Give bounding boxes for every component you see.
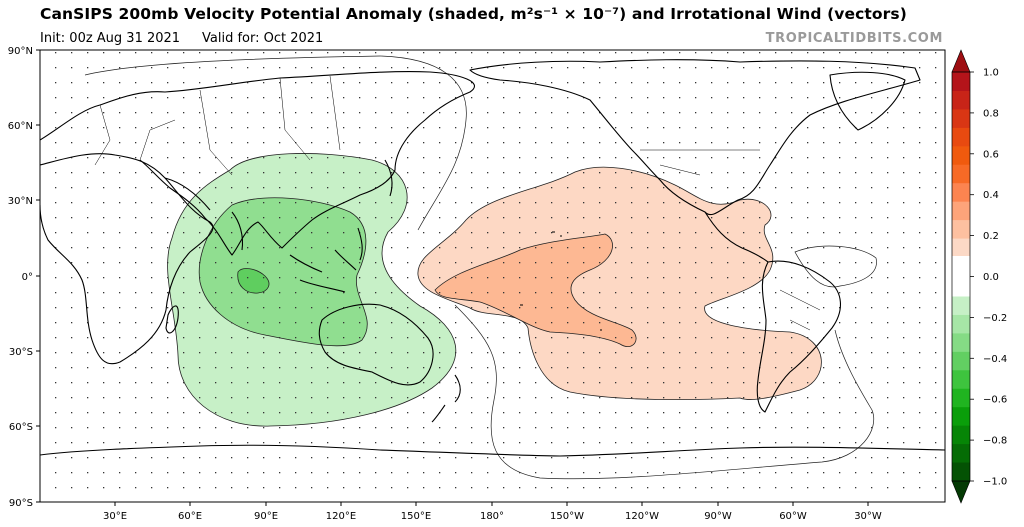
colorbar: 1.0 0.8 0.6 0.4 0.2 0.0 −0.2 −0.4 −0.6 −0.8 −1.0 xyxy=(951,49,1007,504)
lon-label-30w: 30°W xyxy=(854,511,882,522)
coastlines xyxy=(40,59,945,457)
colorbar-tick-label: −0.4 xyxy=(983,354,1007,365)
init-time: Init: 00z Aug 31 2021 xyxy=(40,31,181,46)
colorbar-tick-label: 0.0 xyxy=(983,272,999,283)
lon-label-120e: 120°E xyxy=(326,511,356,522)
colorbar-ticks: 1.0 0.8 0.6 0.4 0.2 0.0 −0.2 −0.4 −0.6 −0.8 −1.0 xyxy=(970,68,1007,488)
lat-label-90n: 90°N xyxy=(8,46,33,57)
colorbar-over-arrow xyxy=(951,49,971,73)
colorbar-tick-label: 0.2 xyxy=(983,231,999,242)
colorbar-negative-segment xyxy=(952,296,970,316)
country-borders xyxy=(94,75,821,331)
colorbar-negative-segment xyxy=(952,333,970,353)
lat-label-60n: 60°N xyxy=(8,121,33,132)
lon-label-90e: 90°E xyxy=(254,511,278,522)
colorbar-positive-segment xyxy=(952,108,970,128)
colorbar-tick-label: 0.6 xyxy=(983,149,999,160)
colorbar-tick-label: −1.0 xyxy=(983,477,1007,488)
colorbar-positive-segment xyxy=(952,164,970,184)
colorbar-negative-segment xyxy=(952,462,970,482)
brand-watermark: TROPICALTIDBITS.COM xyxy=(765,31,943,46)
lon-label-30e: 30°E xyxy=(103,511,127,522)
colorbar-tick-label: 0.4 xyxy=(983,190,999,201)
map-area xyxy=(40,50,945,502)
lon-label-90w: 90°W xyxy=(704,511,732,522)
lon-label-180: 180° xyxy=(480,511,504,522)
colorbar-negative-segment xyxy=(952,388,970,408)
irrotational-wind-vectors xyxy=(40,50,945,502)
colorbar-positive-segment xyxy=(952,90,970,110)
colorbar-positive-segment xyxy=(952,219,970,239)
colorbar-negative-segment xyxy=(952,351,970,371)
colorbar-positive-segment xyxy=(952,182,970,202)
latitude-axis: 90°N 60°N 30°N 0° 30°S 60°S 90°S xyxy=(8,46,40,509)
colorbar-under-arrow xyxy=(951,480,971,504)
colorbar-negative-segment xyxy=(952,444,970,464)
lat-label-30s: 30°S xyxy=(9,347,33,358)
colorbar-tick-label: 1.0 xyxy=(983,68,999,79)
lon-label-150w: 150°W xyxy=(550,511,584,522)
colorbar-positive-segment xyxy=(952,238,970,257)
colorbar-negative-segment xyxy=(952,314,970,334)
lon-label-120w: 120°W xyxy=(625,511,659,522)
lon-label-150e: 150°E xyxy=(401,511,431,522)
colorbar-positive-segment xyxy=(952,145,970,165)
colorbar-positive-segment xyxy=(952,72,970,91)
lon-label-60w: 60°W xyxy=(779,511,807,522)
colorbar-tick-label: 0.8 xyxy=(983,108,999,119)
colorbar-positive-segment xyxy=(952,201,970,221)
longitude-axis: 30°E 60°E 90°E 120°E 150°E 180° 150°W 12… xyxy=(103,502,882,522)
colorbar-negative-segment xyxy=(952,425,970,445)
colorbar-positive-segments xyxy=(952,72,970,257)
lat-label-30n: 30°N xyxy=(8,196,33,207)
colorbar-negative-segment xyxy=(952,370,970,390)
colorbar-tick-label: −0.8 xyxy=(983,436,1007,447)
map-title: CanSIPS 200mb Velocity Potential Anomaly… xyxy=(40,5,907,23)
lat-label-90s: 90°S xyxy=(9,498,33,509)
colorbar-negative-segment xyxy=(952,407,970,427)
lat-label-60s: 60°S xyxy=(9,422,33,433)
lat-label-0: 0° xyxy=(22,272,33,283)
lon-label-60e: 60°E xyxy=(178,511,202,522)
colorbar-tick-label: −0.2 xyxy=(983,313,1007,324)
colorbar-negative-segments xyxy=(952,296,970,482)
valid-time: Valid for: Oct 2021 xyxy=(202,31,324,46)
colorbar-tick-label: −0.6 xyxy=(983,395,1007,406)
colorbar-neutral-segment xyxy=(952,256,970,296)
colorbar-positive-segment xyxy=(952,127,970,147)
